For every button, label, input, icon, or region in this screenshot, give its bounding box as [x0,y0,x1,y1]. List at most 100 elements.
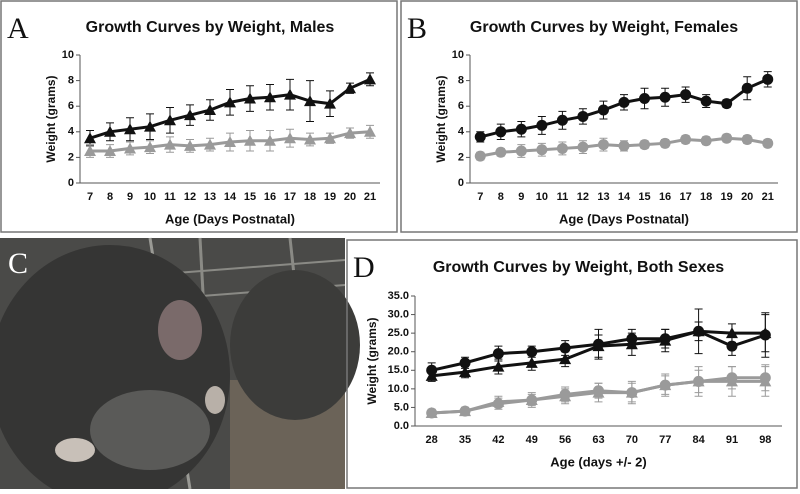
marker [224,96,236,108]
x-tick-label: 91 [726,434,738,446]
marker [144,141,156,153]
panel-letter: D [353,251,375,284]
x-axis-label: Age (Days Postnatal) [165,211,295,226]
marker [700,135,712,147]
marker [721,132,733,144]
x-tick-label: 7 [87,191,93,203]
marker [426,364,438,376]
x-tick-label: 28 [426,434,438,446]
x-tick-label: 10 [536,191,548,203]
marker [244,92,256,104]
marker [164,114,176,126]
x-tick-label: 9 [518,191,524,203]
marker [304,95,316,107]
marker [474,150,486,162]
series [474,71,774,143]
marker [536,119,548,131]
marker [659,379,671,391]
x-tick-label: 15 [638,191,650,203]
y-tick-label: 2 [68,151,74,163]
x-tick-label: 15 [244,191,256,203]
y-tick-label: 5.0 [394,401,409,413]
y-tick-label: 25.0 [388,327,409,339]
marker [593,385,604,397]
marker [726,340,738,352]
marker [726,372,738,384]
y-tick-label: 8 [458,75,464,87]
x-tick-label: 14 [224,191,237,203]
y-tick-label: 0 [68,177,74,189]
y-tick-label: 0.0 [394,420,409,432]
y-tick-label: 0 [458,177,464,189]
x-tick-label: 18 [700,191,712,203]
x-tick-label: 18 [304,191,316,203]
marker [144,120,156,132]
marker [556,114,568,126]
y-tick-label: 15.0 [388,364,409,376]
marker [618,96,630,108]
marker [164,138,176,150]
x-tick-label: 13 [204,191,216,203]
marker [659,91,671,103]
x-tick-label: 10 [144,191,156,203]
series [84,124,376,158]
marker [204,104,216,116]
marker [324,97,336,109]
marker [759,329,771,341]
series [474,132,774,162]
marker [364,125,376,137]
marker [762,73,774,85]
y-tick-label: 6 [458,100,464,112]
x-tick-label: 42 [492,434,504,446]
marker [556,142,568,154]
x-tick-label: 70 [626,434,638,446]
panel-frame [0,0,398,233]
y-axis-label: Weight (grams) [44,75,58,162]
marker [559,388,571,400]
marker [639,139,651,151]
x-tick-label: 16 [659,191,671,203]
marker [324,132,336,144]
panel-letter: A [7,12,29,45]
x-tick-label: 8 [107,191,113,203]
marker [759,372,771,384]
x-tick-label: 63 [592,434,604,446]
panel-frame [346,239,798,489]
x-tick-label: 11 [164,191,176,203]
x-tick-label: 16 [264,191,276,203]
x-tick-label: 35 [459,434,471,446]
marker [536,144,548,156]
x-tick-label: 17 [679,191,691,203]
marker [124,123,136,135]
marker [492,360,505,372]
marker [104,125,116,137]
series [426,364,771,419]
chart-title: Growth Curves by Weight, Both Sexes [433,259,724,276]
x-axis-label: Age (days +/- 2) [550,454,646,469]
marker [304,133,316,145]
y-axis-label: Weight (grams) [365,317,379,404]
y-tick-label: 2 [458,151,464,163]
marker [459,405,471,417]
marker [597,104,609,116]
marker [680,133,692,145]
marker [492,398,504,410]
x-tick-label: 8 [498,191,504,203]
photo [0,237,360,494]
marker [84,132,96,144]
marker [474,131,486,143]
marker [741,82,753,94]
panel-letter: C [8,247,28,280]
marker [264,134,276,146]
marker [693,375,705,387]
marker [741,133,753,145]
x-tick-label: 19 [721,191,733,203]
x-tick-label: 9 [127,191,133,203]
x-tick-label: 21 [364,191,376,203]
marker [597,139,609,151]
x-tick-label: 98 [759,434,771,446]
series [84,72,376,147]
y-tick-label: 30.0 [388,308,409,320]
marker [721,98,733,110]
marker [700,95,712,107]
